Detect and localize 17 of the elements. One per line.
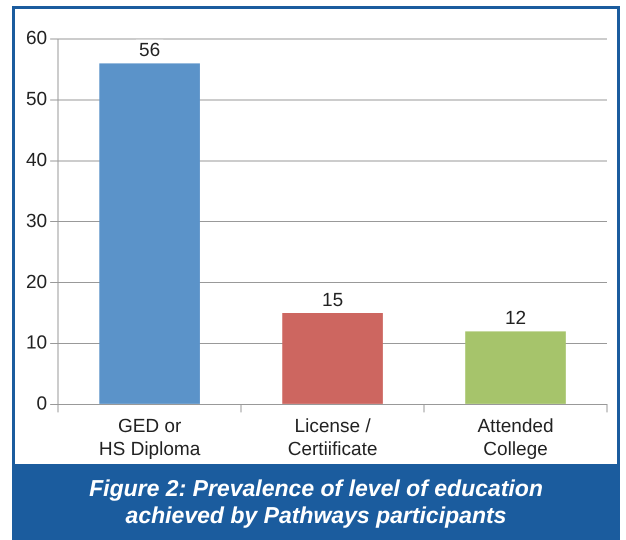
bar: [465, 331, 566, 404]
y-tick-label: 20: [26, 272, 48, 293]
x-tick-label: Attended College: [477, 416, 554, 460]
text: Figure 2: Prevalence of level of education achieved by Pathways participants: [15, 464, 617, 540]
bar: [99, 63, 200, 404]
y-tick-label: 30: [26, 210, 48, 232]
bar: [282, 313, 383, 404]
x-tick-label: License / Certiificate: [288, 416, 378, 460]
y-tick-label: 10: [26, 332, 48, 354]
data-label: 56: [139, 40, 160, 62]
data-label: 15: [322, 290, 344, 311]
y-tick-label: 40: [26, 150, 48, 172]
x-tick-label: GED or HS Diploma: [98, 416, 201, 460]
y-tick-label: 60: [26, 28, 48, 50]
y-tick-label: 50: [26, 89, 48, 110]
data-label: 12: [504, 308, 526, 330]
y-tick-label: 0: [36, 394, 48, 415]
